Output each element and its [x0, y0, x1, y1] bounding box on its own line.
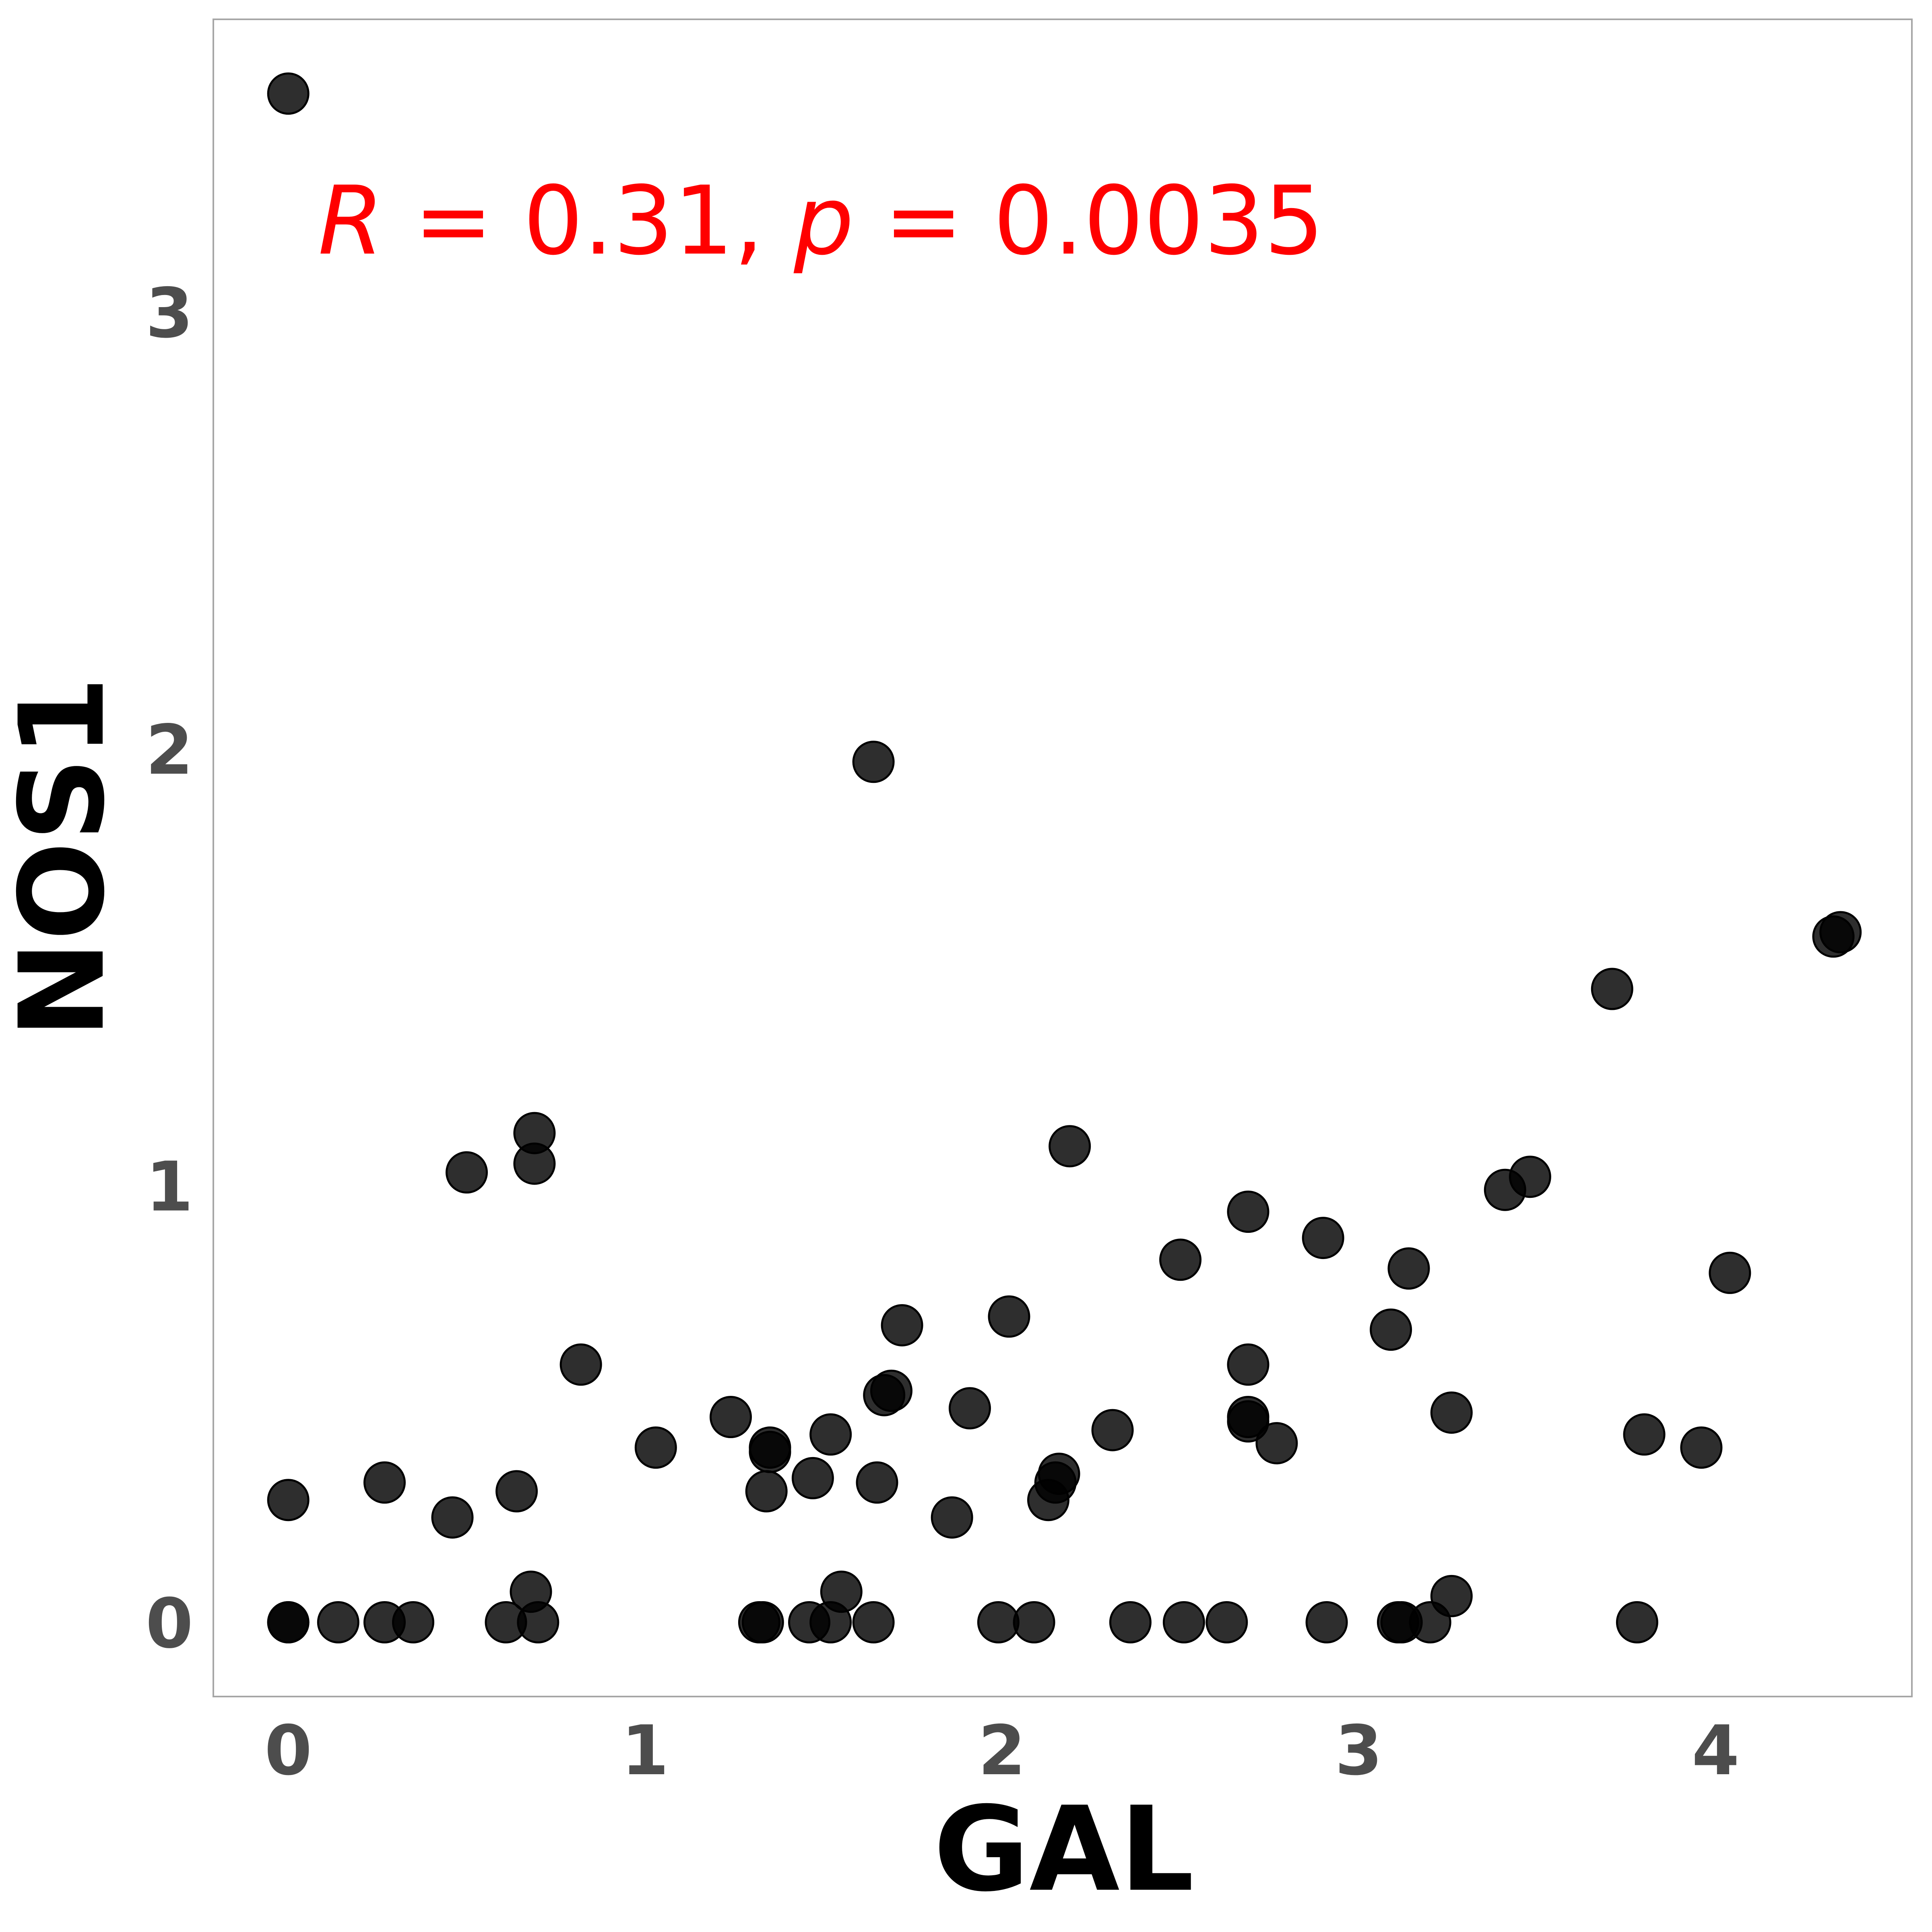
scatter-point [1387, 1247, 1430, 1290]
scatter-point [1049, 1125, 1091, 1168]
scatter-point [1227, 1191, 1269, 1233]
scatter-point [1027, 1479, 1069, 1521]
scatter-point [856, 1461, 898, 1504]
scatter-point [1591, 968, 1633, 1010]
scatter-point [363, 1461, 406, 1504]
y-tick-label: 2 [146, 710, 193, 790]
scatter-point [1109, 1601, 1152, 1643]
scatter-point [1013, 1601, 1055, 1643]
scatter-point [1680, 1426, 1723, 1469]
scatter-point [741, 1601, 784, 1643]
y-axis-title: NOS1 [0, 676, 130, 1038]
scatter-point [1370, 1309, 1412, 1351]
scatter-point [931, 1496, 973, 1539]
scatter-point [317, 1601, 359, 1643]
scatter-point [1302, 1217, 1344, 1259]
scatter-point [852, 741, 895, 783]
x-tick-labels: 0 1 2 3 4 [264, 1711, 1739, 1791]
scatter-point [749, 1430, 791, 1473]
scatter-point [392, 1601, 434, 1643]
scatter-point [517, 1601, 559, 1643]
scatter-point [1509, 1156, 1551, 1198]
x-tick-label: 3 [1335, 1711, 1383, 1791]
scatter-point [431, 1496, 474, 1539]
scatter-point [710, 1396, 752, 1438]
points-layer [267, 72, 1862, 1643]
y-tick-label: 3 [146, 274, 193, 353]
x-tick-label: 4 [1692, 1711, 1739, 1791]
scatter-point [863, 1374, 906, 1416]
scatter-point [1709, 1251, 1751, 1294]
x-tick-label: 0 [264, 1711, 312, 1791]
scatter-point [988, 1295, 1030, 1338]
scatter-point [977, 1601, 1020, 1643]
y-tick-labels: 0 1 2 3 [146, 274, 193, 1664]
scatter-point [1430, 1391, 1473, 1434]
scatter-point [1162, 1601, 1205, 1643]
x-axis-title: GAL [933, 1782, 1194, 1918]
scatter-point [513, 1142, 556, 1185]
scatter-point [495, 1470, 538, 1513]
correlation-annotation: R = 0.31, p = 0.0035 [318, 166, 1324, 276]
scatter-point [1227, 1343, 1269, 1386]
scatter-point [1205, 1601, 1248, 1643]
scatter-point [881, 1304, 923, 1347]
scatter-point [267, 1601, 310, 1643]
p-symbol: p [793, 166, 854, 276]
scatter-point [1255, 1422, 1298, 1465]
scatter-point [745, 1470, 788, 1513]
scatter-point [446, 1151, 488, 1194]
scatter-point [267, 1479, 310, 1521]
r-value-text: = 0.31, [384, 166, 794, 276]
x-tick-label: 1 [621, 1711, 669, 1791]
scatter-point [559, 1343, 602, 1386]
scatter-point [949, 1387, 991, 1430]
scatter-point [809, 1601, 852, 1643]
y-tick-label: 1 [146, 1147, 193, 1227]
scatter-point [1623, 1413, 1666, 1456]
y-tick-label: 0 [146, 1584, 193, 1664]
scatter-point [1305, 1601, 1348, 1643]
scatter-point [791, 1457, 834, 1499]
r-symbol: R [318, 166, 384, 276]
scatter-point [267, 72, 310, 115]
scatter-point [1227, 1400, 1269, 1443]
scatter-point [1409, 1601, 1451, 1643]
scatter-point [852, 1601, 895, 1643]
x-tick-label: 2 [978, 1711, 1026, 1791]
plot-area-frame [213, 19, 1913, 1697]
scatter-point [1819, 911, 1862, 954]
scatter-point [809, 1413, 852, 1456]
scatter-point [1159, 1238, 1202, 1281]
scatter-point [634, 1426, 677, 1469]
p-value-text: = 0.0035 [854, 166, 1324, 276]
scatter-point [1091, 1409, 1134, 1451]
scatter-point [1616, 1601, 1658, 1643]
